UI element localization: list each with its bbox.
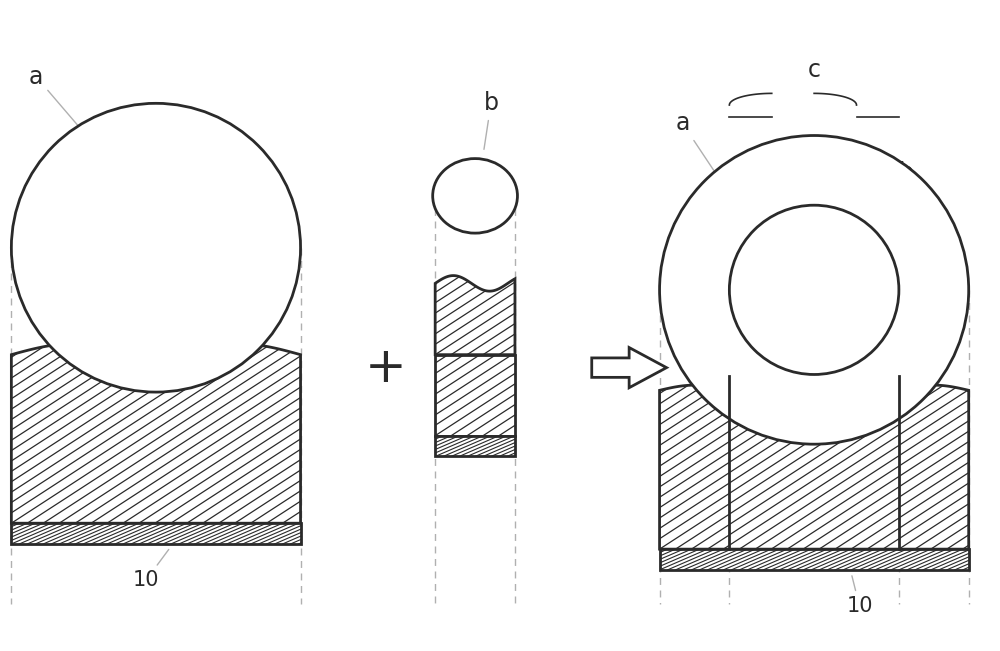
Polygon shape	[592, 348, 667, 388]
Polygon shape	[435, 355, 515, 436]
Polygon shape	[11, 343, 301, 523]
Ellipse shape	[660, 135, 969, 444]
Polygon shape	[11, 523, 301, 544]
Text: b: b	[875, 161, 913, 220]
Polygon shape	[435, 275, 515, 355]
Text: b: b	[484, 91, 499, 149]
Polygon shape	[660, 549, 969, 570]
Polygon shape	[435, 436, 515, 456]
Ellipse shape	[729, 205, 899, 374]
Polygon shape	[660, 376, 969, 549]
Ellipse shape	[433, 159, 517, 233]
Text: c: c	[808, 58, 821, 82]
Ellipse shape	[11, 104, 301, 392]
Text: a: a	[29, 64, 82, 130]
Text: 10: 10	[133, 549, 169, 590]
Text: 10: 10	[846, 576, 873, 616]
Text: a: a	[675, 111, 714, 171]
Text: +: +	[364, 344, 406, 392]
